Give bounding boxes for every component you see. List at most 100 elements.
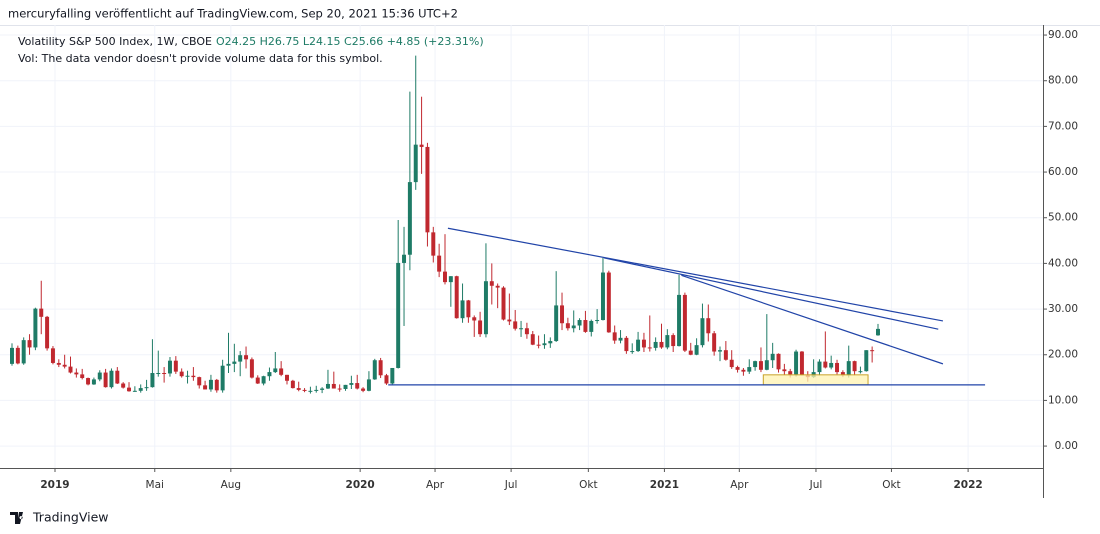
candle-body	[220, 365, 225, 391]
candle-body	[167, 360, 172, 374]
candle-body	[109, 370, 114, 388]
candle-body	[255, 377, 260, 384]
candle-body	[829, 362, 834, 368]
candle-body	[267, 372, 272, 377]
candle-body	[659, 341, 664, 348]
trend-line	[447, 227, 944, 322]
candle-body	[80, 374, 85, 379]
candle-body	[694, 345, 699, 355]
candle-body	[325, 383, 330, 389]
candle-body	[682, 294, 687, 351]
x-tick-label: Apr	[426, 479, 445, 491]
candle-body	[870, 350, 875, 352]
candle-body	[729, 359, 734, 368]
x-tick-label: Okt	[579, 479, 597, 491]
candle-body	[21, 340, 26, 364]
candle-body	[735, 367, 740, 370]
candle-body	[876, 328, 880, 336]
y-tick-label: 90.00	[1048, 29, 1078, 41]
drawings	[388, 227, 986, 386]
candle-body	[308, 390, 313, 392]
candle-body	[185, 375, 190, 377]
candle-body	[97, 372, 102, 380]
candle-body	[197, 377, 202, 386]
candle-body	[378, 360, 383, 376]
candle-body	[208, 379, 213, 390]
candle-body	[741, 369, 746, 372]
candle-body	[466, 300, 471, 318]
candle-body	[396, 262, 401, 368]
candle-body	[712, 333, 717, 352]
candle-body	[232, 361, 237, 364]
candle-body	[489, 281, 494, 286]
candle-body	[402, 254, 407, 263]
candle-body	[794, 351, 799, 375]
candle-body	[337, 388, 342, 390]
y-tick-label: 10.00	[1048, 394, 1078, 406]
candle-body	[425, 146, 430, 233]
x-tick-label: 2022	[953, 479, 982, 491]
candle-body	[419, 144, 424, 147]
y-tick-label: 80.00	[1048, 75, 1078, 87]
candle-body	[15, 347, 20, 364]
legend-symbol: Volatility S&P 500 Index, 1W, CBOE	[18, 35, 212, 48]
candle-body	[846, 361, 851, 376]
candle-body	[156, 373, 161, 375]
x-tick-label: Apr	[730, 479, 749, 491]
x-tick-label: 2021	[650, 479, 679, 491]
candle-body	[390, 367, 395, 384]
candle-body	[454, 276, 459, 319]
header-title: mercuryfalling veröffentlicht auf Tradin…	[8, 7, 458, 21]
candle-body	[513, 321, 518, 329]
candle-body	[864, 350, 869, 372]
candle-body	[700, 318, 705, 346]
candle-body	[840, 372, 845, 376]
candle-body	[331, 383, 336, 389]
candles	[10, 55, 880, 394]
candle-body	[560, 305, 565, 324]
candle-body	[361, 388, 366, 391]
x-tick-label: Jul	[809, 479, 823, 491]
candle-body	[68, 366, 73, 373]
candle-body	[302, 389, 307, 391]
candle-body	[624, 337, 629, 352]
x-tick-label: Jul	[504, 479, 518, 491]
x-tick-label: Mai	[146, 479, 164, 491]
candle-body	[554, 305, 559, 342]
candle-body	[641, 339, 646, 348]
candle-body	[823, 361, 828, 368]
y-tick-label: 60.00	[1048, 166, 1078, 178]
candle-body	[314, 389, 319, 391]
candle-body	[600, 272, 605, 321]
candle-body	[366, 379, 371, 391]
candle-body	[530, 334, 535, 345]
candle-body	[519, 328, 524, 330]
x-tick-label: 2019	[40, 479, 69, 491]
y-tick-label: 70.00	[1048, 120, 1078, 132]
candle-body	[577, 320, 582, 326]
candle-body	[542, 343, 547, 346]
candle-body	[472, 317, 477, 321]
candle-body	[249, 359, 254, 378]
candle-body	[583, 320, 588, 332]
y-tick-label: 20.00	[1048, 349, 1078, 361]
candle-body	[448, 276, 453, 283]
candle-body	[86, 378, 91, 385]
candle-body	[127, 387, 132, 392]
candle-body	[653, 341, 658, 348]
candle-body	[595, 320, 600, 322]
candle-body	[132, 390, 137, 392]
candle-body	[753, 361, 758, 368]
candle-body	[296, 388, 301, 390]
candle-body	[33, 308, 38, 348]
candle-body	[226, 363, 231, 366]
candle-body	[121, 383, 126, 388]
x-tick-label: Okt	[882, 479, 900, 491]
candle-body	[460, 300, 465, 319]
candle-body	[548, 341, 553, 344]
candle-body	[45, 316, 50, 349]
candle-body	[39, 308, 44, 317]
candle-body	[852, 361, 857, 372]
candle-body	[261, 376, 266, 384]
legend-ohlc: O24.25 H26.75 L24.15 C25.66 +4.85 (+23.3…	[216, 35, 484, 48]
